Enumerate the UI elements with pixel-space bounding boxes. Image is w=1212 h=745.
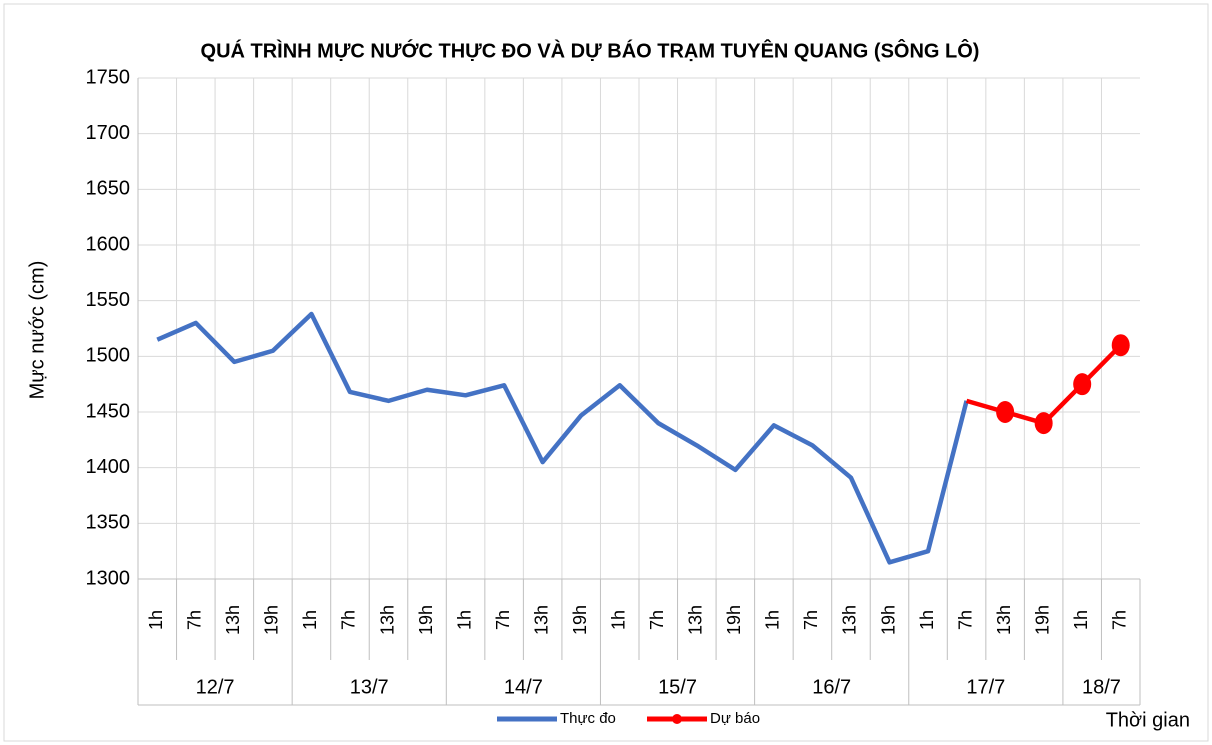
series-line [156, 311, 969, 565]
x-tick-label: 7h [1109, 610, 1129, 630]
group-label: 13/7 [350, 676, 389, 698]
y-tick-label: 1300 [86, 567, 131, 589]
x-tick-label: 1h [608, 610, 628, 630]
series-marker [1073, 373, 1092, 396]
legend-label: Thực đo [560, 710, 616, 727]
series-marker [1111, 334, 1130, 357]
x-tick-label: 1h [300, 610, 320, 630]
y-tick-label: 1500 [86, 345, 131, 367]
x-tick-label: 19h [416, 605, 436, 635]
x-tick-label: 1h [146, 610, 166, 630]
legend-marker [672, 714, 682, 724]
chart-title: QUÁ TRÌNH MỰC NƯỚC THỰC ĐO VÀ DỰ BÁO TRẠ… [201, 38, 980, 62]
x-tick-label: 13h [223, 605, 243, 635]
group-label: 12/7 [196, 676, 235, 698]
x-tick-label: 19h [570, 605, 590, 635]
x-tick-label: 7h [493, 610, 513, 630]
group-label: 14/7 [504, 676, 543, 698]
x-tick-label: 7h [339, 610, 359, 630]
x-tick-label: 19h [724, 605, 744, 635]
x-tick-label: 13h [686, 605, 706, 635]
y-tick-label: 1700 [86, 122, 131, 144]
y-tick-label: 1400 [86, 456, 131, 478]
y-tick-label: 1750 [86, 66, 131, 88]
group-label: 16/7 [812, 676, 851, 698]
y-tick-label: 1450 [86, 400, 131, 422]
x-tick-label: 7h [185, 610, 205, 630]
x-tick-label: 7h [647, 610, 667, 630]
x-axis-label: Thời gian [1106, 709, 1190, 731]
x-tick-label: 7h [801, 610, 821, 630]
series-marker [996, 401, 1015, 423]
group-label: 15/7 [658, 676, 697, 698]
x-tick-label: 1h [454, 610, 474, 630]
y-tick-label: 1650 [86, 178, 131, 200]
x-tick-label: 7h [955, 610, 975, 630]
x-tick-label: 13h [531, 605, 551, 635]
x-tick-label: 1h [917, 610, 937, 630]
x-tick-label: 19h [878, 605, 898, 635]
x-tick-label: 13h [377, 605, 397, 635]
x-tick-label: 13h [994, 605, 1014, 635]
x-tick-label: 1h [1071, 610, 1091, 630]
legend-label: Dự báo [710, 710, 760, 727]
series-marker [1034, 412, 1053, 435]
y-axis-label: Mực nước (cm) [26, 261, 48, 400]
chart-border [3, 3, 1209, 742]
x-tick-label: 19h [262, 605, 282, 635]
y-tick-label: 1550 [86, 289, 131, 311]
y-tick-label: 1350 [86, 512, 131, 534]
y-tick-label: 1600 [86, 233, 131, 255]
x-tick-label: 13h [840, 605, 860, 635]
group-label: 17/7 [966, 676, 1005, 698]
x-tick-label: 19h [1032, 605, 1052, 635]
group-label: 18/7 [1082, 676, 1121, 698]
x-tick-label: 1h [763, 610, 783, 630]
